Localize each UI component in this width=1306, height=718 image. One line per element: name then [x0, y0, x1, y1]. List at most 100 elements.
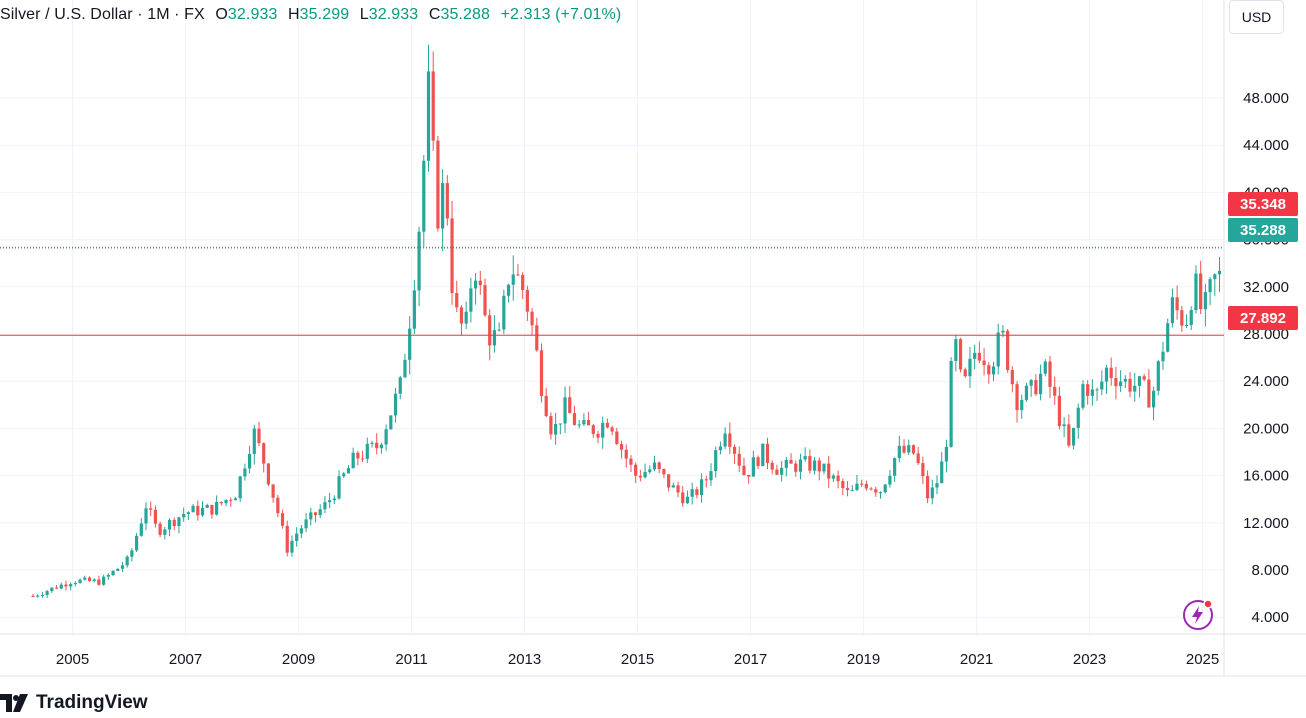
tradingview-logo[interactable]: TradingView [0, 692, 148, 714]
candle-body [87, 577, 92, 581]
candle-body [483, 285, 487, 316]
currency-button[interactable]: USD [1229, 0, 1284, 34]
candle-body [1213, 274, 1217, 280]
candle-body [422, 160, 426, 232]
candle-body [323, 502, 327, 510]
candle-body [638, 475, 642, 478]
candle-body [257, 428, 261, 444]
candle-body [511, 274, 515, 285]
candle-body [549, 416, 553, 435]
candle-body [643, 471, 647, 478]
candle-body [144, 508, 148, 524]
candle-body [930, 487, 934, 499]
change-value: +2.313 (+7.01%) [500, 6, 622, 23]
candle-body [393, 393, 398, 416]
candle-body [789, 459, 793, 464]
candle-body [704, 479, 708, 481]
x-tick-label: 2005 [56, 651, 89, 668]
symbol-title[interactable]: Silver / U.S. Dollar · 1M · FX [0, 6, 205, 23]
candle-body [803, 456, 807, 460]
candle-body [878, 492, 883, 494]
candle-body [384, 429, 388, 445]
candle-body [1090, 389, 1094, 396]
candle-body [426, 71, 431, 161]
candle-body [1076, 407, 1080, 428]
candle-body [285, 525, 289, 553]
candle-body [177, 517, 181, 527]
x-tick-label: 2015 [621, 651, 654, 668]
candle-body [398, 377, 402, 394]
candle-body [615, 431, 619, 445]
candle-body [973, 352, 977, 359]
x-tick-label: 2007 [169, 651, 202, 668]
candle-body [1006, 330, 1010, 371]
candle-body [78, 579, 82, 584]
candle-body [780, 467, 784, 475]
tradingview-logo-icon [0, 694, 28, 712]
low-value: 32.933 [368, 6, 419, 23]
candle-body [765, 443, 770, 463]
y-tick-label: 48.000 [1243, 90, 1289, 107]
candle-body [996, 332, 1000, 367]
candle-body [205, 504, 209, 508]
candle-body [1114, 378, 1118, 387]
candle-body [1184, 325, 1189, 327]
candle-body [1199, 273, 1203, 310]
candle-body [925, 476, 930, 499]
candle-body [605, 422, 610, 428]
candle-body [266, 463, 271, 485]
candle-body [907, 445, 911, 453]
candle-body [897, 445, 901, 459]
candle-body [784, 459, 788, 468]
x-tick-label: 2023 [1073, 651, 1106, 668]
candle-body [332, 498, 336, 501]
candle-body [271, 484, 275, 498]
candle-body [987, 365, 991, 375]
candle-body [949, 360, 953, 447]
candle-body [299, 528, 303, 534]
x-tick-label: 2017 [734, 651, 767, 668]
candle-body [723, 433, 727, 447]
candle-body [238, 476, 242, 499]
candle-body [210, 504, 214, 515]
candle-body [346, 468, 351, 474]
candle-body [506, 284, 511, 296]
candle-body [558, 423, 562, 425]
price-badge-label: 35.288 [1240, 222, 1286, 239]
flash-icon[interactable] [1182, 599, 1214, 631]
candle-body [445, 183, 449, 219]
candle-body [1133, 385, 1137, 392]
candle-body [652, 462, 657, 470]
candle-body [304, 519, 308, 529]
candle-body [521, 275, 525, 290]
candle-body [229, 499, 233, 501]
candle-body [1034, 380, 1038, 395]
y-tick-label: 16.000 [1243, 468, 1289, 485]
candle-body [582, 420, 586, 425]
high-label: H [288, 6, 300, 23]
candle-body [1015, 384, 1019, 411]
candle-body [1104, 367, 1109, 382]
y-tick-label: 32.000 [1243, 279, 1289, 296]
candle-body [572, 413, 577, 425]
candle-body [1086, 384, 1090, 396]
y-tick-label: 12.000 [1243, 515, 1289, 532]
candle-body [459, 307, 464, 324]
candle-body [535, 325, 539, 351]
candle-body [808, 456, 812, 471]
candle-body [186, 512, 190, 515]
open-value: 32.933 [227, 6, 278, 23]
candle-body [681, 492, 685, 504]
candle-body [1048, 361, 1052, 387]
candle-body [92, 579, 96, 581]
candle-body [577, 424, 581, 426]
candle-body [153, 509, 158, 524]
candle-body [742, 465, 746, 475]
candle-body [351, 452, 355, 469]
candle-body [601, 422, 605, 438]
candle-body [874, 489, 878, 493]
candle-body [1100, 381, 1104, 390]
candle-body [850, 490, 854, 492]
candle-body [502, 295, 506, 330]
